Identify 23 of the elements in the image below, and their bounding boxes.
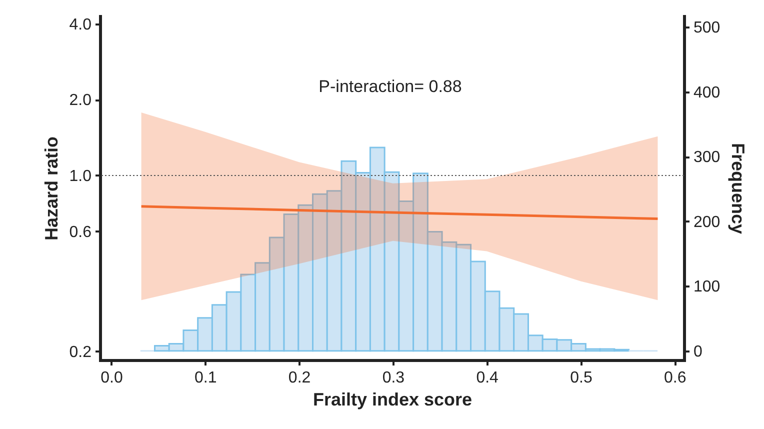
x-tick-label: 0.2 bbox=[288, 370, 311, 386]
x-tick-label: 0.5 bbox=[570, 370, 592, 386]
x-tick-label: 0.3 bbox=[382, 370, 405, 386]
y-tick-label: 2.0 bbox=[69, 92, 92, 110]
x-tick-label: 0.1 bbox=[194, 370, 217, 386]
y-tick-label: 1.0 bbox=[69, 168, 92, 185]
y-tick-label: 4.0 bbox=[69, 16, 92, 34]
y2-tick-label: 500 bbox=[694, 20, 720, 37]
y-tick-label: 0.6 bbox=[69, 224, 92, 241]
line-series bbox=[140, 205, 659, 220]
y2-tick-label: 0 bbox=[694, 343, 702, 360]
y-axis-title: Hazard ratio bbox=[41, 136, 62, 241]
x-tick-label: 0.0 bbox=[100, 370, 123, 386]
y-tick-label: 0.2 bbox=[69, 344, 92, 361]
y2-axis-title: Frequency bbox=[728, 142, 748, 234]
y2-tick-label: 100 bbox=[694, 278, 720, 296]
y2-tick-label: 200 bbox=[694, 214, 720, 231]
y2-tick-label: 400 bbox=[694, 84, 720, 102]
x-tick-label: 0.4 bbox=[476, 370, 499, 386]
annotation: P-interaction= 0.88 bbox=[318, 77, 462, 96]
x-axis-title: Frailty index score bbox=[312, 390, 472, 410]
y2-tick-label: 300 bbox=[694, 149, 720, 166]
x-tick-label: 0.6 bbox=[664, 370, 686, 386]
